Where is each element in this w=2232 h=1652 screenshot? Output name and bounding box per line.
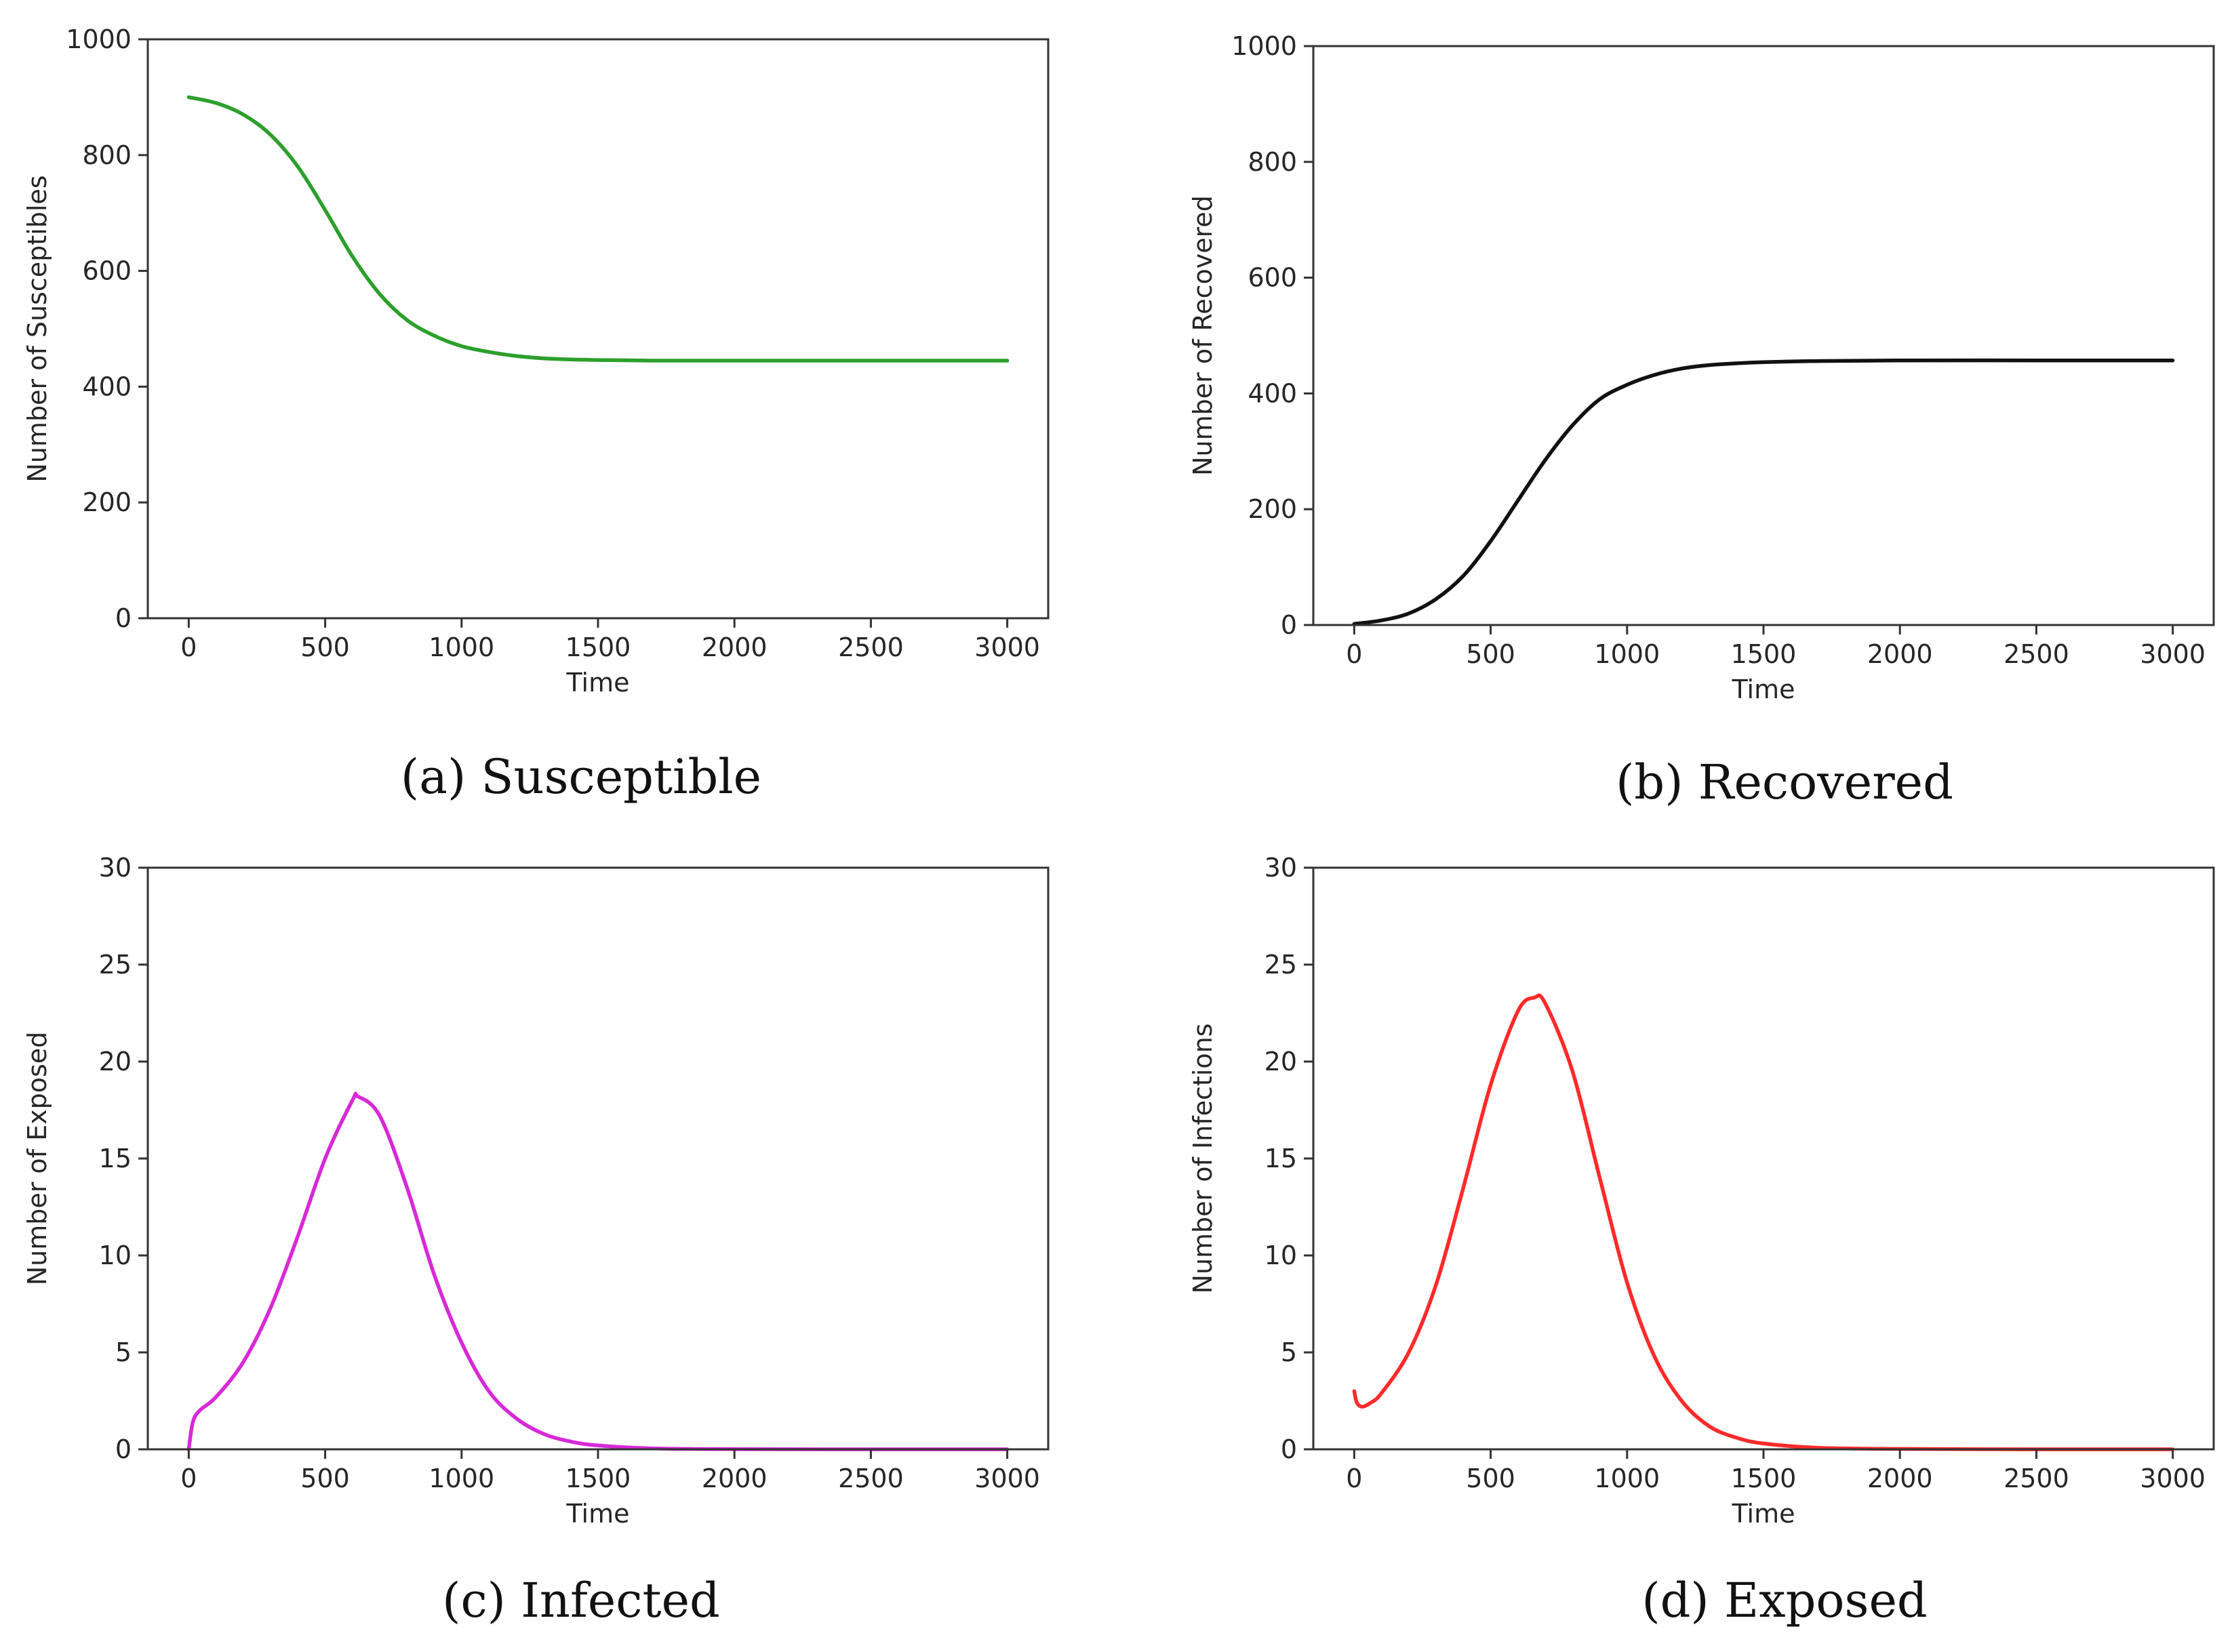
panel-d: 0 500 1000 1500 2000 2500 3000 0 5 10 15 20 25 30 Time… xyxy=(1188,853,2215,1628)
panel-d-xtick-label: 2500 xyxy=(2004,1464,2069,1493)
panel-a-ytick-label: 200 xyxy=(82,487,132,517)
panel-d-caption: (d) Exposed xyxy=(1641,1573,1927,1628)
panel-b-ytick-label: 1000 xyxy=(1231,31,1297,61)
panel-a-xtick-label: 1500 xyxy=(565,632,631,662)
panel-c-ytick-label: 0 xyxy=(115,1434,132,1464)
panel-d-ytick-label: 25 xyxy=(1264,950,1297,980)
panel-a-ytick-label: 0 xyxy=(115,603,132,633)
panel-d-ylabel: Number of Infections xyxy=(1188,1024,1218,1294)
panel-d-xtick-label: 3000 xyxy=(2140,1464,2206,1493)
panel-d-xtick-label: 1000 xyxy=(1594,1464,1660,1493)
panel-b-ytick-label: 200 xyxy=(1248,494,1297,524)
panel-c-xtick-label: 1000 xyxy=(429,1464,494,1493)
panel-c-xtick-label: 0 xyxy=(180,1464,197,1493)
panel-b-ytick-label: 0 xyxy=(1281,610,1297,640)
panel-b-ytick-label: 600 xyxy=(1248,263,1297,293)
panel-c-xtick-label: 2000 xyxy=(702,1464,768,1493)
panel-b-xtick-label: 1000 xyxy=(1594,639,1660,669)
panel-b-ylabel: Number of Recovered xyxy=(1188,195,1218,476)
panel-c: 0 500 1000 1500 2000 2500 3000 0 5 10 15 20 25 30 Time… xyxy=(22,853,1050,1628)
panel-d-xtick-label: 2000 xyxy=(1867,1464,1933,1493)
panel-a-xtick-label: 2000 xyxy=(702,632,768,662)
panel-b: 0 500 1000 1500 2000 2500 3000 0 200 400 600 800 100… xyxy=(1188,31,2215,810)
panel-b-xlabel: Time xyxy=(1732,674,1795,704)
panel-d-series-line xyxy=(1352,993,2175,1451)
panel-c-xtick-label: 500 xyxy=(300,1464,350,1493)
panel-d-xlabel: Time xyxy=(1732,1499,1795,1529)
panel-b-xtick-label: 3000 xyxy=(2140,639,2206,669)
panel-d-ytick-label: 20 xyxy=(1264,1047,1297,1076)
panel-a-xtick-label: 2500 xyxy=(838,632,904,662)
panel-a-caption: (a) Susceptible xyxy=(401,749,761,805)
panel-a-ylabel: Number of Susceptibles xyxy=(22,175,52,482)
panel-b-caption: (b) Recovered xyxy=(1616,754,1953,810)
panel-a-series-line xyxy=(186,95,1010,363)
panel-c-ytick-label: 5 xyxy=(115,1337,132,1367)
panel-a: 0 500 1000 1500 2000 2500 3000 0 200 400 600 800 100… xyxy=(22,24,1050,805)
panel-b-xtick-label: 500 xyxy=(1466,639,1515,669)
panel-c-ytick-label: 20 xyxy=(99,1047,132,1076)
panel-a-xtick-label: 3000 xyxy=(974,632,1040,662)
panel-a-xtick-label: 1000 xyxy=(429,632,494,662)
panel-c-ytick-label: 15 xyxy=(99,1144,132,1173)
panel-c-xlabel: Time xyxy=(566,1499,630,1529)
panel-b-ytick-label: 400 xyxy=(1248,378,1297,408)
panel-d-ytick-label: 10 xyxy=(1264,1241,1297,1270)
panel-c-ytick-label: 10 xyxy=(99,1241,132,1270)
panel-c-ytick-label: 25 xyxy=(99,950,132,980)
panels: 0 500 1000 1500 2000 2500 30000200400600800100… xyxy=(22,24,2215,1628)
panel-a-ytick-label: 400 xyxy=(82,371,132,401)
panel-b-xtick-label: 2500 xyxy=(2004,639,2069,669)
panel-c-ytick-label: 30 xyxy=(99,853,132,883)
panel-d-ytick-label: 0 xyxy=(1281,1434,1297,1464)
panel-a-xtick-label: 500 xyxy=(300,632,350,662)
panel-c-xtick-label: 1500 xyxy=(565,1464,631,1493)
panel-b-ytick-label: 800 xyxy=(1248,147,1297,177)
panel-a-ytick-label: 1000 xyxy=(66,24,132,54)
panel-c-xtick-label: 2500 xyxy=(838,1464,904,1493)
panel-d-xtick-label: 500 xyxy=(1466,1464,1515,1493)
panel-d-xtick-label: 1500 xyxy=(1731,1464,1797,1493)
panel-b-xtick-label: 1500 xyxy=(1731,639,1797,669)
panel-a-xtick-label: 0 xyxy=(180,632,197,662)
panel-d-ytick-label: 5 xyxy=(1281,1337,1297,1367)
panel-b-xtick-label: 2000 xyxy=(1867,639,1933,669)
panel-b-series-line xyxy=(1352,358,2175,626)
panel-c-ylabel: Number of Exposed xyxy=(22,1032,52,1286)
panel-a-ytick-label: 600 xyxy=(82,256,132,286)
panel-d-ytick-label: 15 xyxy=(1264,1144,1297,1173)
panel-c-caption: (c) Infected xyxy=(442,1573,720,1628)
panel-b-xtick-label: 0 xyxy=(1346,639,1362,669)
panel-d-xtick-label: 0 xyxy=(1346,1464,1362,1493)
panel-d-ytick-label: 30 xyxy=(1264,853,1297,883)
panel-a-xlabel: Time xyxy=(566,668,630,698)
panel-c-xtick-label: 3000 xyxy=(974,1464,1040,1493)
panel-a-ytick-label: 800 xyxy=(82,140,132,170)
